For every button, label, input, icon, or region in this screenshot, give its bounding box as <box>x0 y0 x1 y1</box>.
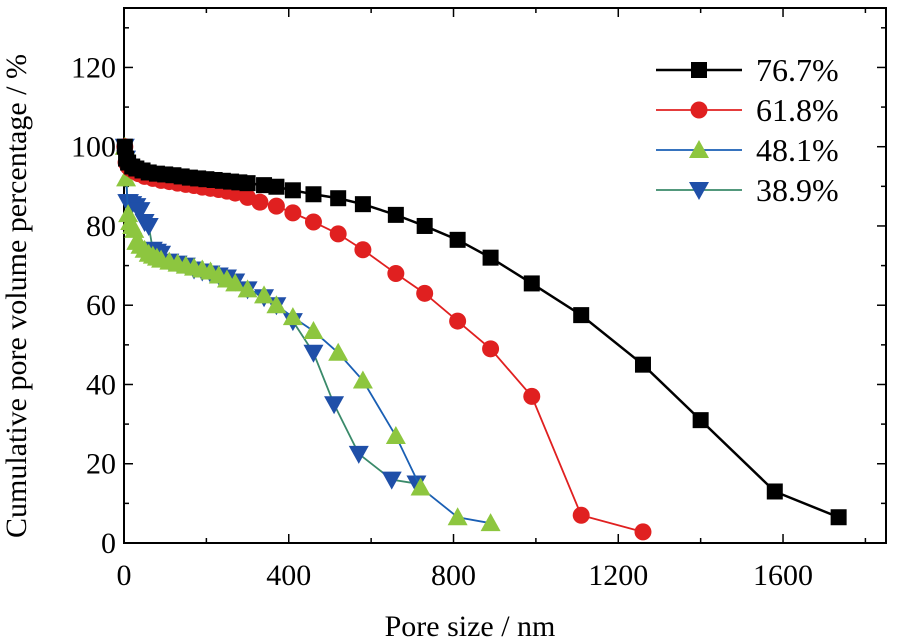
data-point <box>330 190 347 207</box>
data-point <box>449 312 467 330</box>
data-point <box>116 168 137 187</box>
x-axis-label: Pore size / nm <box>385 610 556 640</box>
y-tick-label: 40 <box>86 368 116 401</box>
data-point <box>268 178 285 195</box>
legend-label: 48.1% <box>756 132 839 168</box>
y-tick-label: 120 <box>71 51 116 84</box>
data-point <box>239 175 256 192</box>
legend-marker <box>691 62 707 78</box>
legend: 76.7% 61.8% 48.1% 38.9% <box>656 52 839 208</box>
series-line <box>123 146 840 519</box>
data-point <box>251 193 269 211</box>
data-point <box>124 219 145 238</box>
legend-marker <box>689 182 709 200</box>
x-tick-label: 1200 <box>588 559 648 592</box>
x-tick-label: 1600 <box>753 559 813 592</box>
x-tick-label: 400 <box>266 559 311 592</box>
data-point <box>523 387 541 405</box>
data-point <box>385 426 406 444</box>
data-point <box>354 196 371 213</box>
data-point <box>304 213 322 231</box>
data-point <box>329 225 347 243</box>
data-point <box>352 370 373 389</box>
data-point <box>225 273 246 292</box>
data-point <box>266 295 287 314</box>
data-point <box>416 217 433 234</box>
y-tick-label: 0 <box>101 527 116 560</box>
x-tick-label: 0 <box>117 559 132 592</box>
series-layer <box>114 136 847 541</box>
data-point <box>254 285 275 304</box>
y-tick-label: 20 <box>86 448 116 481</box>
series-48.1% <box>114 136 501 532</box>
data-point <box>284 204 302 222</box>
x-tick-label: 800 <box>431 559 476 592</box>
data-point <box>324 396 345 415</box>
data-point <box>573 307 590 324</box>
data-point <box>449 231 466 248</box>
data-point <box>830 509 847 526</box>
data-point <box>482 340 500 358</box>
y-tick-label: 100 <box>71 131 116 164</box>
data-point <box>237 279 258 298</box>
y-axis-label: Cumulative pore volume percentage / % <box>0 54 33 538</box>
data-point <box>256 177 273 194</box>
legend-label: 76.7% <box>756 52 839 88</box>
legend-marker <box>690 101 708 119</box>
data-point <box>692 412 709 429</box>
axes: 0 400 800 1200 1600 0 20 40 60 80 100 120 <box>71 7 887 592</box>
legend-marker <box>689 140 709 158</box>
legend-item: 76.7% <box>656 52 839 88</box>
data-point <box>303 320 324 339</box>
legend-item: 61.8% <box>656 92 839 128</box>
data-point <box>634 523 652 541</box>
legend-label: 38.9% <box>756 172 839 208</box>
data-point <box>328 342 349 361</box>
data-point <box>354 241 372 259</box>
series-line <box>123 146 417 485</box>
y-tick-label: 60 <box>86 289 116 322</box>
data-point <box>284 182 301 199</box>
data-point <box>447 507 468 526</box>
data-point <box>348 445 369 464</box>
data-point <box>572 506 590 524</box>
data-point <box>381 471 402 490</box>
legend-item: 38.9% <box>656 172 839 208</box>
series-61.8% <box>116 138 652 541</box>
data-point <box>482 249 499 266</box>
data-point <box>387 265 405 283</box>
data-point <box>387 206 404 223</box>
data-point <box>480 513 501 532</box>
data-point <box>303 344 324 363</box>
series-76.7% <box>116 138 847 526</box>
data-point <box>634 356 651 373</box>
data-point <box>410 477 431 496</box>
data-point <box>138 217 159 236</box>
plot-frame <box>123 7 887 544</box>
data-point <box>416 284 434 302</box>
data-point <box>267 197 285 215</box>
data-point <box>130 202 151 221</box>
y-tick-label: 80 <box>86 210 116 243</box>
legend-item: 48.1% <box>656 132 839 168</box>
data-point <box>523 275 540 292</box>
data-point <box>766 483 783 500</box>
data-point <box>282 307 303 326</box>
legend-label: 61.8% <box>756 92 839 128</box>
data-point <box>305 186 322 203</box>
